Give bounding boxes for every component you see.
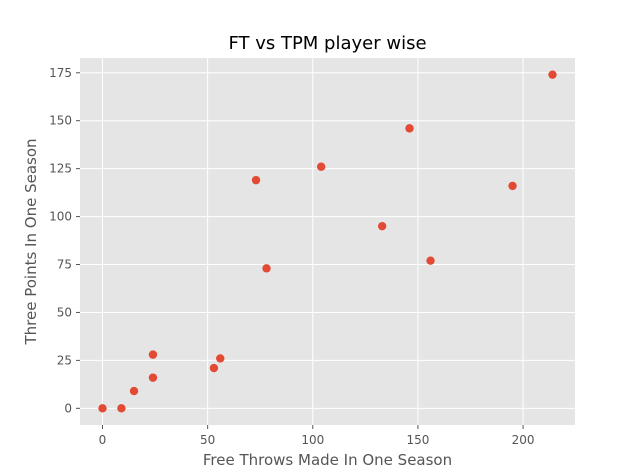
y-tick-label: 75 <box>57 258 72 272</box>
scatter-point <box>548 70 556 78</box>
scatter-point <box>130 387 138 395</box>
scatter-point <box>405 124 413 132</box>
scatter-point <box>378 222 386 230</box>
x-axis-label: Free Throws Made In One Season <box>203 451 452 469</box>
scatter-point <box>508 182 516 190</box>
x-tick-label: 150 <box>406 433 429 447</box>
x-tick-label: 0 <box>99 433 107 447</box>
scatter-point <box>317 163 325 171</box>
y-tick-label: 150 <box>49 114 72 128</box>
scatter-point <box>98 404 106 412</box>
y-tick-label: 175 <box>49 66 72 80</box>
scatter-point <box>117 404 125 412</box>
y-tick-label: 100 <box>49 210 72 224</box>
x-tick-label: 200 <box>512 433 535 447</box>
x-tick-label: 50 <box>200 433 215 447</box>
y-axis-label: Three Points In One Season <box>22 138 40 345</box>
scatter-point <box>210 364 218 372</box>
scatter-point <box>149 350 157 358</box>
y-tick-label: 50 <box>57 305 72 319</box>
y-tick-label: 125 <box>49 162 72 176</box>
scatter-point <box>149 373 157 381</box>
scatter-point <box>252 176 260 184</box>
scatter-point <box>262 264 270 272</box>
scatter-point <box>426 256 434 264</box>
chart-title: FT vs TPM player wise <box>228 33 426 54</box>
x-tick-label: 100 <box>301 433 324 447</box>
y-tick-label: 0 <box>64 401 72 415</box>
y-tick-label: 25 <box>57 353 72 367</box>
scatter-point <box>216 354 224 362</box>
plot-area <box>80 58 575 425</box>
